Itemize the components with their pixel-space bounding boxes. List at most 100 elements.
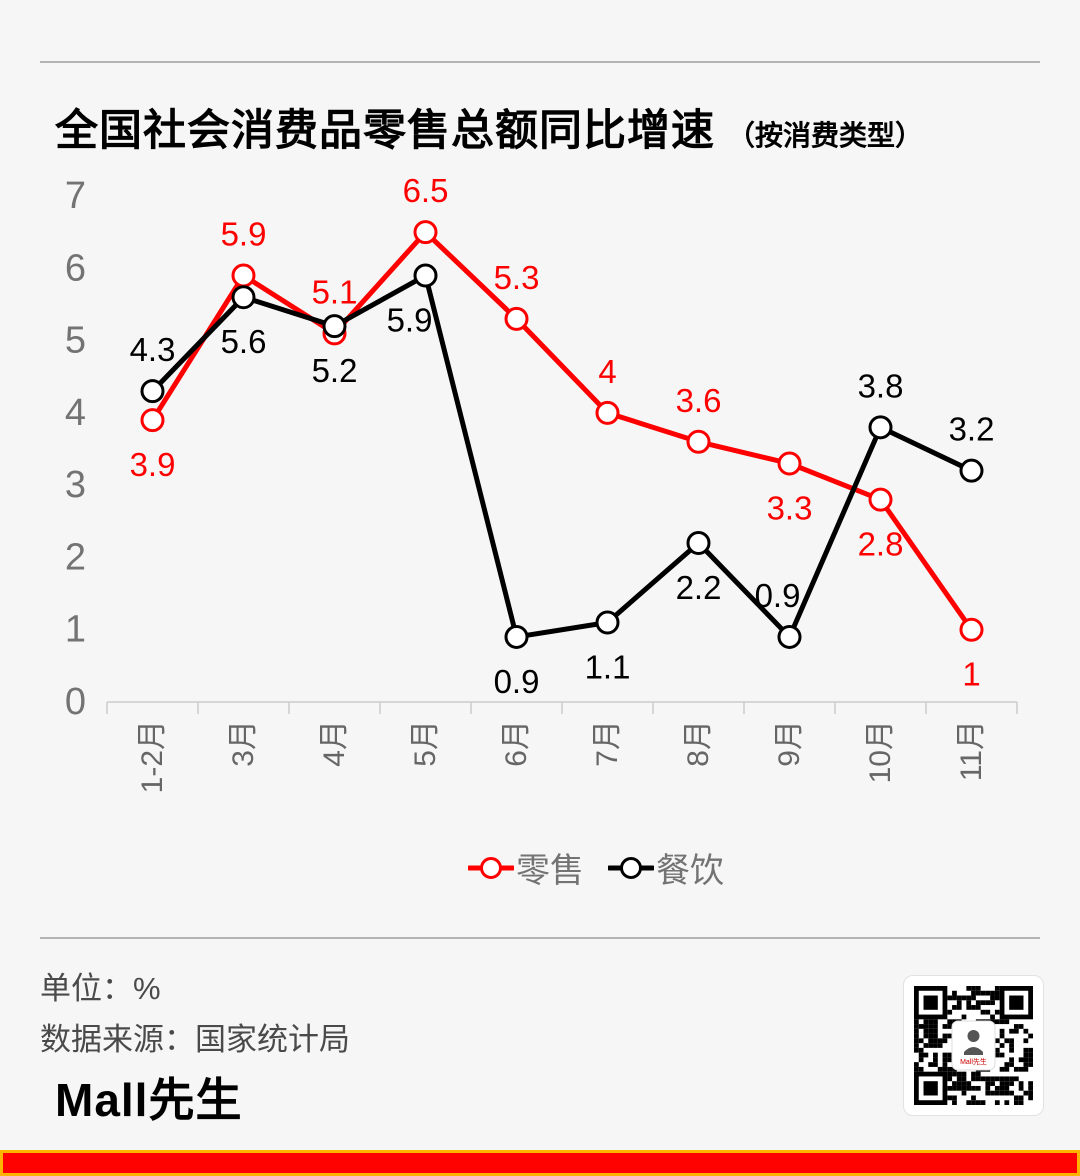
qr-module xyxy=(980,1100,986,1105)
data-label: 5.3 xyxy=(494,259,540,296)
qr-center-logo xyxy=(951,1020,996,1071)
qr-module xyxy=(1004,1038,1010,1044)
data-label: 2.8 xyxy=(858,526,904,563)
qr-module xyxy=(933,1052,938,1058)
qr-module xyxy=(961,1085,967,1091)
qr-module xyxy=(985,1085,991,1091)
qr-module xyxy=(975,1085,981,1091)
qr-module xyxy=(985,990,991,996)
qr-module xyxy=(1009,1076,1014,1082)
data-point xyxy=(777,624,802,649)
qr-module xyxy=(971,986,976,991)
qr-center-label: Mall先生 xyxy=(960,1057,987,1066)
qr-module xyxy=(1018,1100,1024,1105)
data-label: 4.3 xyxy=(130,331,176,368)
qr-module xyxy=(947,1066,953,1072)
x-axis-category-label: 1-2月 xyxy=(136,720,169,793)
qr-module xyxy=(994,1085,1000,1091)
qr-module xyxy=(952,1095,957,1101)
qr-module xyxy=(961,1081,967,1086)
qr-module xyxy=(999,1019,1005,1025)
qr-module xyxy=(937,1038,943,1044)
data-label: 5.9 xyxy=(221,216,267,253)
qr-module xyxy=(1023,1052,1029,1058)
qr-module xyxy=(1004,1062,1010,1067)
qr-module xyxy=(980,1076,986,1082)
qr-module xyxy=(956,1085,962,1091)
qr-module xyxy=(952,1085,957,1091)
qr-module xyxy=(1018,1057,1024,1063)
qr-module xyxy=(990,1076,995,1082)
qr-module xyxy=(914,1047,919,1053)
data-label: 3.3 xyxy=(767,489,813,526)
data-point xyxy=(777,451,802,476)
qr-module xyxy=(947,1024,953,1029)
qr-module xyxy=(942,1033,948,1039)
qr-module xyxy=(942,1062,948,1067)
y-axis-tick-label: 1 xyxy=(65,609,86,651)
footer-accent-bar xyxy=(0,1150,1080,1176)
series-line-零售 xyxy=(150,229,974,633)
qr-module xyxy=(947,1071,953,1077)
qr-module xyxy=(947,1085,953,1091)
data-label: 3.8 xyxy=(858,367,904,404)
qr-module xyxy=(975,990,981,996)
data-point xyxy=(868,415,893,440)
qr-module xyxy=(918,1057,924,1063)
qr-module xyxy=(956,995,962,1001)
x-axis-category-label: 8月 xyxy=(682,720,715,767)
qr-module xyxy=(1028,1090,1033,1096)
data-point xyxy=(504,306,529,331)
data-point xyxy=(595,610,620,635)
qr-module xyxy=(994,1009,1000,1015)
qr-module xyxy=(971,1005,976,1010)
qr-module xyxy=(966,1005,972,1010)
qr-module xyxy=(928,1038,934,1044)
qr-module xyxy=(928,1033,934,1039)
qr-module xyxy=(994,1100,1000,1105)
chart-legend: 零售 餐饮 xyxy=(468,843,724,892)
qr-module xyxy=(942,1024,948,1029)
qr-module xyxy=(990,995,995,1001)
y-axis-tick-label: 3 xyxy=(65,464,86,506)
brand-logo: Mall先生 xyxy=(55,1074,243,1126)
data-point xyxy=(140,379,165,404)
y-axis-tick-label: 5 xyxy=(65,320,86,362)
qr-module xyxy=(1009,1038,1014,1044)
qr-module xyxy=(914,1038,919,1044)
data-label: 0.9 xyxy=(755,577,801,614)
qr-module xyxy=(1023,1057,1029,1063)
qr-module xyxy=(1009,1043,1014,1048)
qr-module xyxy=(1004,1090,1010,1096)
qr-module xyxy=(994,986,1000,991)
qr-avatar-icon xyxy=(967,1030,980,1042)
qr-module xyxy=(961,1014,967,1020)
qr-module xyxy=(928,1062,934,1067)
data-point xyxy=(413,263,438,288)
qr-module xyxy=(1009,1047,1014,1053)
qr-module xyxy=(971,995,976,1001)
qr-module xyxy=(1028,1052,1033,1058)
legend-circle xyxy=(620,856,642,879)
qr-module xyxy=(947,1057,953,1063)
qr-module xyxy=(947,995,953,1001)
qr-module xyxy=(975,1100,981,1105)
qr-code: Mall先生 xyxy=(903,975,1044,1116)
qr-module xyxy=(947,1052,953,1058)
legend-circle xyxy=(480,856,502,879)
qr-module xyxy=(990,1014,995,1020)
qr-module xyxy=(923,1019,929,1025)
qr-module xyxy=(1018,1066,1024,1072)
qr-module xyxy=(1023,1090,1029,1096)
x-axis-category-label: 4月 xyxy=(318,720,351,767)
data-point xyxy=(959,617,984,642)
qr-module xyxy=(999,1043,1005,1048)
qr-module xyxy=(1013,1028,1019,1034)
data-source-label: 数据来源：国家统计局 xyxy=(40,1022,350,1057)
qr-module xyxy=(952,995,957,1001)
qr-module xyxy=(933,1028,938,1034)
x-axis-category-label: 11月 xyxy=(955,720,988,781)
legend-label-dining: 餐饮 xyxy=(656,852,724,890)
qr-module xyxy=(999,1052,1005,1058)
